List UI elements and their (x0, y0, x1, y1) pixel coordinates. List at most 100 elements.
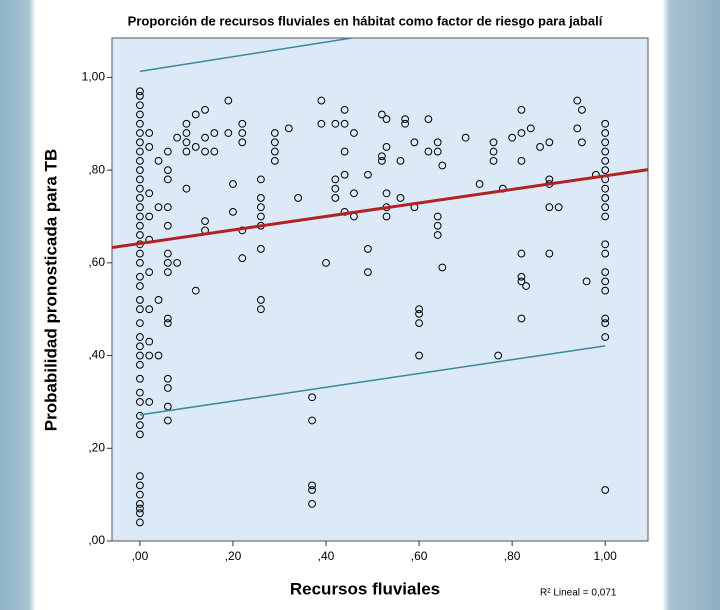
data-point (601, 184, 610, 193)
data-point (238, 254, 247, 263)
data-point (136, 282, 144, 290)
data-point (489, 138, 498, 147)
data-point (331, 194, 340, 202)
y-axis-label: Probabilidad pronosticada para TB (41, 149, 60, 431)
plot-content (112, 38, 648, 527)
data-point (136, 342, 144, 351)
data-point (415, 309, 423, 318)
data-point (182, 129, 191, 137)
data-point (545, 138, 554, 147)
data-point (229, 180, 237, 188)
data-point (201, 147, 209, 156)
data-point (163, 314, 172, 323)
data-point (136, 333, 144, 341)
data-point (145, 351, 154, 360)
data-point (136, 472, 144, 480)
data-point (284, 124, 293, 133)
data-point (163, 175, 172, 184)
data-point (256, 305, 265, 314)
data-point (517, 129, 526, 137)
data-point (163, 249, 172, 258)
data-point (331, 184, 340, 193)
data-point (582, 277, 591, 286)
data-point (136, 490, 144, 499)
data-point (350, 189, 358, 198)
data-point (136, 351, 144, 360)
data-point (364, 245, 372, 253)
y-tick-label: 1,00 (82, 70, 106, 84)
data-point (163, 384, 172, 392)
x-tick-label: ,40 (318, 549, 335, 563)
data-point (433, 147, 442, 156)
data-point (145, 143, 154, 151)
data-point (163, 268, 172, 277)
data-point (145, 268, 154, 277)
data-point (136, 504, 144, 513)
data-point (517, 105, 526, 114)
data-point (136, 296, 144, 304)
data-point (136, 258, 144, 267)
data-point (256, 203, 265, 212)
data-point (136, 175, 144, 184)
y-tick-label: ,20 (88, 440, 105, 454)
data-point (415, 319, 423, 328)
data-point (154, 203, 163, 212)
data-point (201, 217, 209, 226)
data-point (182, 119, 191, 128)
fit-line (112, 168, 648, 250)
data-point (601, 194, 610, 202)
data-point (182, 147, 191, 156)
data-point (317, 96, 326, 105)
data-point (475, 180, 484, 188)
data-point (136, 119, 144, 128)
data-point (136, 319, 144, 328)
data-point (601, 486, 610, 494)
data-point (308, 416, 316, 425)
data-point (350, 129, 358, 137)
data-point (545, 249, 554, 258)
data-point (136, 272, 144, 281)
data-point (191, 286, 200, 295)
interval-line (139, 38, 357, 73)
data-point (145, 129, 154, 137)
data-point (136, 194, 144, 202)
x-tick-label: ,60 (411, 549, 428, 563)
data-point (163, 319, 172, 328)
data-point (508, 133, 517, 142)
data-point (377, 152, 386, 161)
data-point (340, 119, 349, 128)
data-point (163, 203, 172, 212)
data-point (601, 286, 610, 295)
data-point (438, 263, 447, 272)
data-point (224, 129, 233, 137)
data-point (340, 147, 349, 156)
x-axis-label: Recursos fluviales (290, 579, 440, 598)
data-point (136, 156, 144, 165)
data-point (308, 481, 316, 490)
data-point (517, 314, 526, 323)
data-point (331, 119, 340, 128)
data-point (601, 138, 610, 147)
data-point (136, 481, 144, 490)
plot-area (111, 37, 649, 542)
data-point (415, 305, 423, 314)
y-tick-label: ,40 (88, 348, 105, 362)
data-point (601, 119, 610, 128)
data-point (601, 166, 610, 175)
data-point (396, 156, 405, 165)
data-point (136, 184, 144, 193)
x-tick-label: 1,00 (594, 549, 618, 563)
data-point (270, 147, 279, 156)
data-point (191, 110, 200, 119)
data-point (182, 138, 191, 147)
data-point (210, 147, 219, 156)
data-point (382, 115, 391, 124)
data-point (238, 129, 247, 137)
r-squared-annotation: R² Lineal = 0,071 (540, 588, 617, 599)
data-point (340, 170, 349, 179)
data-point (256, 194, 265, 202)
data-point (224, 96, 233, 105)
data-point (136, 231, 144, 239)
data-point (136, 87, 144, 96)
